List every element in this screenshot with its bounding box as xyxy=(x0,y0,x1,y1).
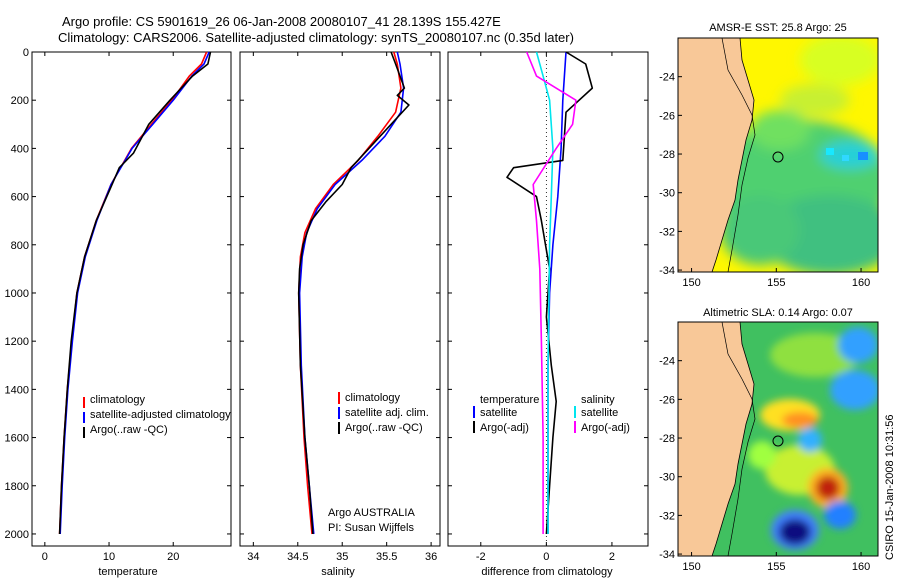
y-tick-label: 200 xyxy=(11,95,29,107)
series-line-satellite-adj-clim xyxy=(298,51,405,535)
x-tick-label: 2 xyxy=(609,551,615,563)
salinity-annotation-line1: Argo AUSTRALIA xyxy=(328,507,415,519)
temp-legend-item-1: satellite-adjusted climatology xyxy=(90,409,231,421)
series-line-satellite-adjusted-climatology xyxy=(59,51,210,535)
map-y-tick-label: -26 xyxy=(659,110,675,122)
series-line-climatology xyxy=(297,51,402,535)
salinity-annotation-line2: PI: Susan Wijffels xyxy=(328,522,414,534)
x-tick-label: 20 xyxy=(167,551,179,563)
y-tick-label: 2000 xyxy=(5,529,29,541)
map-y-tick-label: -34 xyxy=(659,549,675,561)
difference-xlabel: difference from climatology xyxy=(481,566,613,578)
salinity-xlabel: salinity xyxy=(321,566,355,578)
y-tick-label: 600 xyxy=(11,192,29,204)
map-y-tick-label: -32 xyxy=(659,226,675,238)
x-tick-label: 10 xyxy=(103,551,115,563)
sst-map-title: AMSR-E SST: 25.8 Argo: 25 xyxy=(709,22,847,34)
x-tick-label: 0 xyxy=(42,551,48,563)
y-tick-label: 1200 xyxy=(5,336,29,348)
y-tick-label: 400 xyxy=(11,143,29,155)
sla-map-image xyxy=(678,322,878,556)
sal-legend-item-2: Argo(..raw -QC) xyxy=(345,422,423,434)
series-line-argo-raw-qc xyxy=(58,51,212,535)
sla-map-panel: Altimetric SLA: 0.14 Argo: 0.07 xyxy=(659,307,879,573)
difference-legend: temperature satellite Argo(-adj) salinit… xyxy=(473,394,630,434)
diff-legend-temp-item-1: Argo(-adj) xyxy=(480,422,529,434)
y-tick-label: 1400 xyxy=(5,384,29,396)
salinity-panel: 34 34.5 35 35.5 36 salinity climatology sate… xyxy=(239,51,441,578)
y-tick-label: 1000 xyxy=(5,288,29,300)
diff-legend-temp-item-0: satellite xyxy=(480,407,517,419)
map-y-tick-label: -28 xyxy=(659,149,675,161)
series-line-salinity-argo-adj xyxy=(525,51,577,534)
map-x-tick-label: 160 xyxy=(852,561,870,573)
figure-title-line1: Argo profile: CS 5901619_26 06-Jan-2008 … xyxy=(62,14,501,29)
series-line-salinity-satellite xyxy=(535,51,554,534)
diff-legend-sal-heading: salinity xyxy=(581,394,615,406)
sal-legend-item-1: satellite adj. clim. xyxy=(345,407,429,419)
x-tick-label: 34.5 xyxy=(287,551,308,563)
x-tick-label: 34 xyxy=(247,551,259,563)
temp-legend-item-0: climatology xyxy=(90,394,146,406)
x-tick-label: 36 xyxy=(425,551,437,563)
temperature-xlabel: temperature xyxy=(98,566,157,578)
temperature-panel: 0 10 2002004006008001000120014001600180020… xyxy=(5,47,232,578)
salinity-legend: climatology satellite adj. clim. Argo(..… xyxy=(338,392,429,434)
x-tick-label: 35.5 xyxy=(376,551,397,563)
sal-legend-item-0: climatology xyxy=(345,392,401,404)
sla-map-title: Altimetric SLA: 0.14 Argo: 0.07 xyxy=(703,307,853,319)
y-tick-label: 800 xyxy=(11,240,29,252)
series-line-climatology xyxy=(58,51,208,535)
temperature-legend: climatology satellite-adjusted climatolo… xyxy=(83,394,231,438)
x-tick-label: -2 xyxy=(476,551,486,563)
temp-legend-item-2: Argo(..raw -QC) xyxy=(90,424,168,436)
x-tick-label: 0 xyxy=(543,551,549,563)
map-y-tick-label: -34 xyxy=(659,265,675,277)
map-y-tick-label: -24 xyxy=(659,356,675,368)
diff-legend-sal-item-0: satellite xyxy=(581,407,618,419)
figure-title-line2: Climatology: CARS2006. Satellite-adjuste… xyxy=(58,30,574,45)
map-x-tick-label: 155 xyxy=(767,277,785,289)
map-x-tick-label: 155 xyxy=(767,561,785,573)
sst-map-image xyxy=(678,38,878,272)
sst-map-panel: AMSR-E SST: 25.8 Argo: 25 150 155 160 -24 -2… xyxy=(659,22,879,289)
y-tick-label: 1600 xyxy=(5,433,29,445)
side-timestamp: CSIRO 15-Jan-2008 10:31:56 xyxy=(884,414,896,560)
map-y-tick-label: -32 xyxy=(659,510,675,522)
y-tick-label: 0 xyxy=(23,47,29,59)
map-x-tick-label: 150 xyxy=(682,277,700,289)
map-y-tick-label: -26 xyxy=(659,394,675,406)
map-x-tick-label: 160 xyxy=(852,277,870,289)
map-y-tick-label: -30 xyxy=(659,472,675,484)
map-y-tick-label: -24 xyxy=(659,72,675,84)
map-y-tick-label: -30 xyxy=(659,188,675,200)
diff-legend-sal-item-1: Argo(-adj) xyxy=(581,422,630,434)
y-tick-label: 1800 xyxy=(5,481,29,493)
series-line-argo-raw-qc xyxy=(297,51,410,535)
diff-legend-temp-heading: temperature xyxy=(480,394,539,406)
map-y-tick-label: -28 xyxy=(659,433,675,445)
map-x-tick-label: 150 xyxy=(682,561,700,573)
x-tick-label: 35 xyxy=(336,551,348,563)
difference-panel: -2 0 2 difference from climatology tempera… xyxy=(447,51,649,578)
